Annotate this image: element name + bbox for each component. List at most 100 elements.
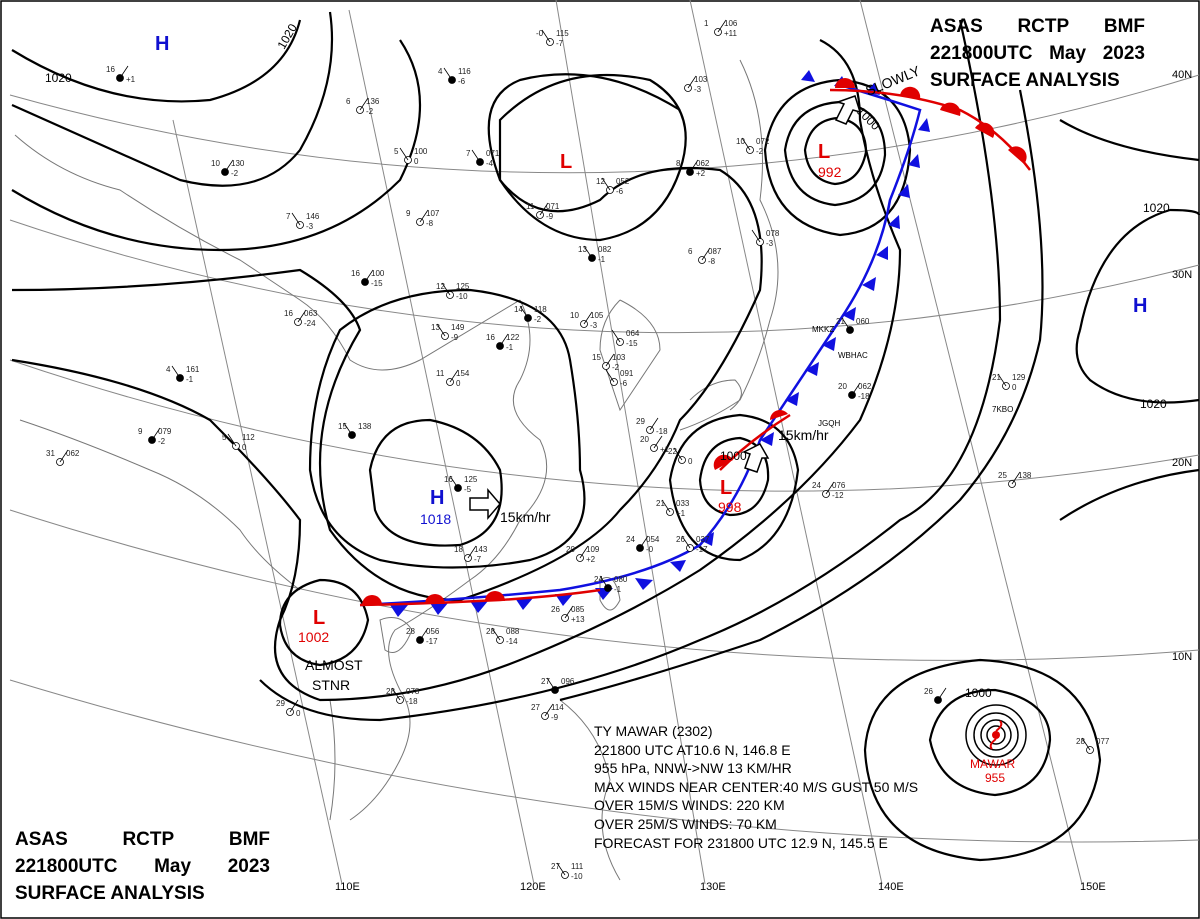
coast-indochina [329,699,336,821]
station-temp: 15 [338,422,347,431]
station-temp: 16 [284,309,293,318]
station-plot: 7 146-3 [286,212,320,231]
low-center-value: 1002 [298,629,329,645]
wind-barb-icon [227,433,237,447]
station-pressure: 071 [486,149,500,158]
station-temp: 29 [636,417,645,426]
station-plot: 7 071-4 [466,149,500,168]
station-plot: 27 111-10 [551,862,584,881]
wind-barb-icon [343,422,353,436]
station-circle-icon [666,508,674,516]
station-plot: 4 161-1 [166,365,200,384]
low-center-label: L [720,477,732,499]
motion-label: ALMOST [305,657,363,673]
coast-west [19,419,301,591]
header-month: May [154,856,192,877]
station-temp: 27 [551,862,560,871]
station-temp: 13 [431,323,440,332]
station-temp: 16 [486,333,495,342]
station-temp: 4 [438,67,443,76]
wind-barb-icon [436,323,446,337]
station-plot: 24 080-1 [594,575,628,594]
station-temp: 24 [812,481,821,490]
meridian-130 [555,0,706,885]
isobar-label: 1000 [965,686,992,700]
station-temp: 14 [514,305,523,314]
station-tendency: -12 [832,491,844,500]
isobar-nw-3 [11,39,421,252]
station-temp: 11 [436,369,445,378]
wind-barb-icon [297,309,307,323]
station-plot: 12 125-10 [436,282,470,301]
station-temp: 8 [676,159,681,168]
station-tendency: +2 [586,555,596,564]
station-plot: 9 107-8 [406,209,440,228]
station-pressure: 077 [1096,737,1110,746]
station-pressure: 072 [756,137,770,146]
lon-label: 150E [1080,881,1106,893]
station-plot: 29 0 [276,699,301,718]
wind-barb-icon [364,269,374,283]
station-pressure: 136 [366,97,380,106]
station-tendency: +1 [676,509,686,518]
station-temp: 28 [486,627,495,636]
wind-barb-icon [605,353,615,367]
motion-arrow-low-icon [742,443,770,473]
fronts [359,70,1031,617]
motion-arrows [469,95,862,521]
station-temp: 6 [688,247,693,256]
station-tendency: +13 [571,615,585,624]
station-plot: 31 062 [46,449,80,466]
station-tendency: -2 [756,147,764,156]
coast-china-east [349,299,548,821]
station-temp: 10 [211,159,220,168]
station-tendency: -3 [766,239,774,248]
station-plot: 14 118-2 [514,305,547,324]
station-temp: 4 [166,365,171,374]
station-codes: MKKZ WBHAC JGQH 7KBO [812,325,1013,428]
typhoon-eye-icon [992,731,1000,739]
station-pressure: 146 [306,212,320,221]
header-bottom: ASAS RCTP BMF 221800UTC May 2023 SURFACE… [15,826,270,907]
station-temp: 26 [676,535,685,544]
station-tendency: -2 [612,363,620,372]
station-temp: 7 [466,149,471,158]
wind-barb-icon [997,373,1007,387]
station-pressure: 076 [832,481,846,490]
typhoon-ring-4 [986,725,1006,745]
station-plot: 28 077 [1076,737,1110,754]
wind-barb-icon [449,475,459,489]
station-tendency: 0 [688,457,693,466]
typhoon-symbol [989,720,1003,750]
wind-barb-icon [825,481,835,495]
lon-label: 120E [520,881,546,893]
station-tendency: 0 [414,157,419,166]
station-temp: 28 [386,687,395,696]
station-tendency: -1 [614,585,622,594]
lon-label: 130E [700,881,726,893]
station-pressure: 062 [696,159,710,168]
wind-barb-icon [841,317,851,331]
station-pressure: 138 [1018,471,1032,480]
station-plot: 22 0 [668,447,693,466]
station-plot: 10 130-2 [211,159,245,178]
station-plot: 26 037-17 [676,535,710,554]
station-plot: 16 100-15 [351,269,385,288]
station-tendency: +11 [724,29,738,38]
isobar-1020-nw [11,19,302,103]
low-center-label: L [313,607,325,629]
station-temp: -0 [536,29,544,38]
typhoon-ring-1 [965,704,1027,766]
wind-barb-icon [661,499,671,513]
station-plot: 078-3 [751,229,780,248]
station-pressure: 062 [66,449,80,458]
header-time: 221800UTC [930,43,1033,64]
station-plot: 103-3 [684,75,708,94]
station-pressure: 060 [856,317,870,326]
station-pressure: 091 [620,369,634,378]
station-plot: 12 052-6 [596,177,630,196]
typhoon-info-line: FORECAST FOR 231800 UTC 12.9 N, 145.5 E [594,834,888,851]
